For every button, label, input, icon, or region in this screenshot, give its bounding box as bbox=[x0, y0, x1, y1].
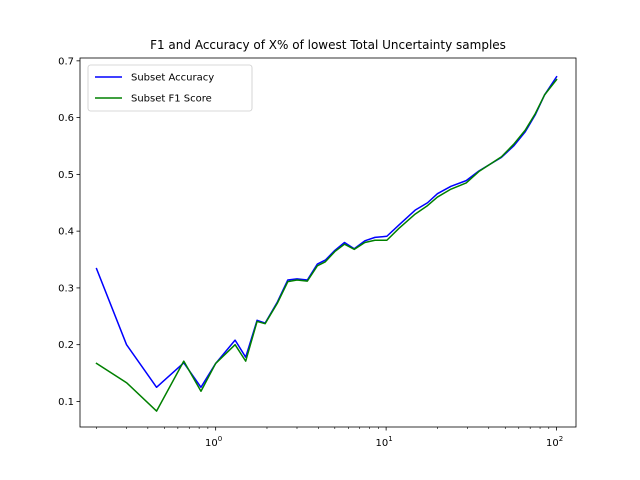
y-tick-label: 0.6 bbox=[58, 113, 74, 124]
y-tick-label: 0.7 bbox=[58, 56, 74, 67]
y-tick-label: 0.3 bbox=[58, 283, 74, 294]
series-line-subset-f1-score bbox=[95, 78, 558, 412]
y-tick-label: 0.2 bbox=[58, 340, 74, 351]
axes-frame bbox=[79, 57, 577, 428]
legend: Subset Accuracy Subset F1 Score bbox=[87, 64, 253, 112]
chart-title: F1 and Accuracy of X% of lowest Total Un… bbox=[150, 38, 506, 52]
y-tick-label: 0.4 bbox=[58, 227, 74, 238]
legend-box bbox=[87, 64, 253, 112]
y-tick-label: 0.1 bbox=[58, 397, 74, 408]
series-layer bbox=[95, 75, 558, 412]
legend-label-subset-accuracy: Subset Accuracy bbox=[131, 73, 214, 84]
legend-label-subset-f1-score: Subset F1 Score bbox=[131, 94, 212, 105]
y-tick-label: 0.5 bbox=[58, 170, 74, 181]
